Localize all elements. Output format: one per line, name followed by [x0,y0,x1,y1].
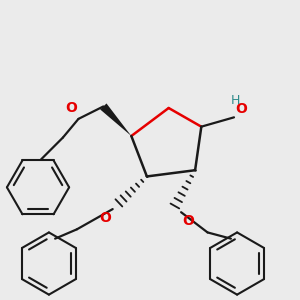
Text: O: O [183,214,194,228]
Text: O: O [65,101,77,115]
Polygon shape [100,103,131,136]
Text: O: O [236,102,247,116]
Text: O: O [99,211,111,225]
Text: H: H [231,94,240,107]
